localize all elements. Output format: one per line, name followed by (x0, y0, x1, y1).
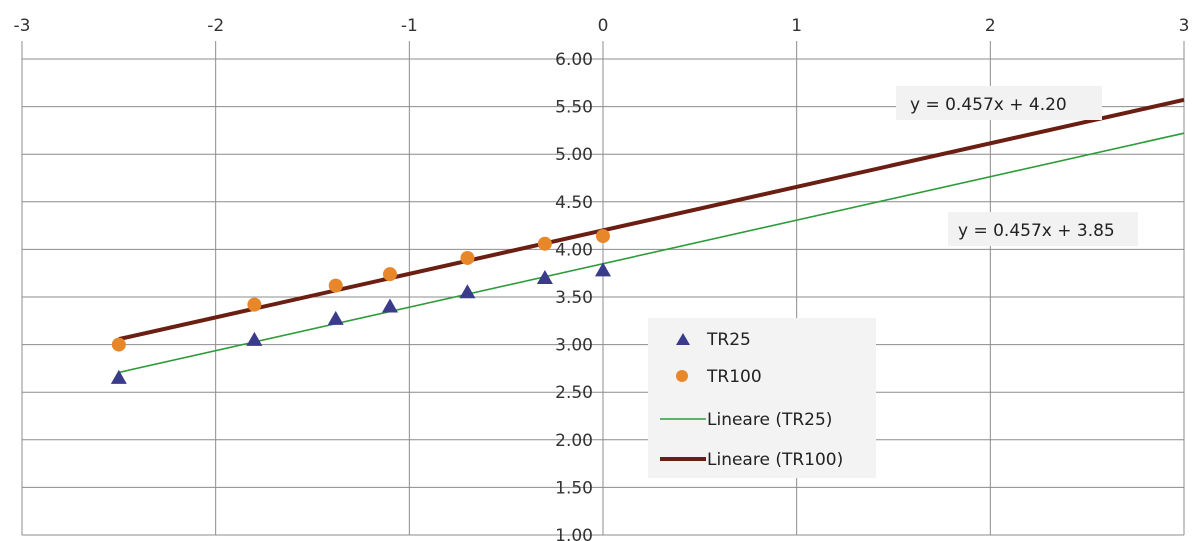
point-tr100 (537, 236, 552, 251)
y-tick-label: 4.50 (555, 193, 593, 213)
legend: TR25 TR100 Lineare (TR25) Lineare (TR100… (648, 318, 876, 478)
y-tick-label: 2.00 (555, 431, 593, 451)
point-tr25 (110, 369, 127, 384)
legend-tr100-circle-icon (676, 370, 688, 382)
y-tick-label: 3.00 (555, 336, 593, 356)
x-tick-label: -3 (14, 16, 31, 36)
y-tick-label: 6.00 (555, 50, 593, 70)
y-tick-label: 5.00 (555, 145, 593, 165)
equation-tr25: y = 0.457x + 3.85 (948, 212, 1138, 246)
equation-tr25-label: y = 0.457x + 3.85 (958, 221, 1115, 241)
point-tr25 (595, 262, 611, 277)
x-tick-label: 1 (791, 16, 802, 36)
data-points (110, 229, 611, 384)
trendline-tr25 (118, 132, 1185, 374)
y-tick-labels: 1.00 1.50 2.00 2.50 3.00 3.50 4.00 4.50 5.00 5.50… (555, 50, 593, 541)
x-tick-label: 2 (985, 16, 996, 36)
legend-item-trend-tr100: Lineare (TR100) (707, 450, 843, 470)
point-tr100 (328, 278, 343, 293)
legend-item-tr100: TR100 (706, 367, 762, 387)
point-tr25 (327, 310, 344, 325)
x-tick-label: 3 (1179, 16, 1190, 36)
y-tick-label: 4.00 (555, 240, 593, 260)
point-tr25 (381, 298, 398, 313)
x-tick-labels: -3 -2 -1 0 1 2 3 (14, 16, 1190, 36)
x-tick-label: 0 (598, 16, 609, 36)
x-tick-label: -1 (401, 16, 418, 36)
legend-item-trend-tr25: Lineare (TR25) (707, 410, 832, 430)
x-tick-label: -2 (207, 16, 224, 36)
equation-tr100: y = 0.457x + 4.20 (896, 86, 1102, 120)
point-tr100 (247, 297, 262, 312)
y-tick-label: 5.50 (555, 98, 593, 118)
y-tick-label: 2.50 (555, 383, 593, 403)
legend-tr25-triangle-icon (676, 333, 690, 345)
point-tr100 (111, 337, 126, 352)
trendline-tr100 (118, 97, 1185, 342)
point-tr25 (536, 269, 553, 284)
y-tick-label: 1.50 (555, 478, 593, 498)
grid (21, 41, 1185, 536)
point-tr25 (459, 284, 476, 299)
legend-item-tr25: TR25 (706, 330, 751, 350)
point-tr100 (382, 267, 397, 282)
y-tick-label: 1.00 (555, 526, 593, 541)
point-tr25 (246, 331, 263, 346)
point-tr100 (596, 229, 610, 244)
equation-tr100-label: y = 0.457x + 4.20 (910, 95, 1067, 115)
y-tick-label: 3.50 (555, 288, 593, 308)
trendlines (118, 97, 1185, 374)
point-tr100 (460, 250, 475, 265)
